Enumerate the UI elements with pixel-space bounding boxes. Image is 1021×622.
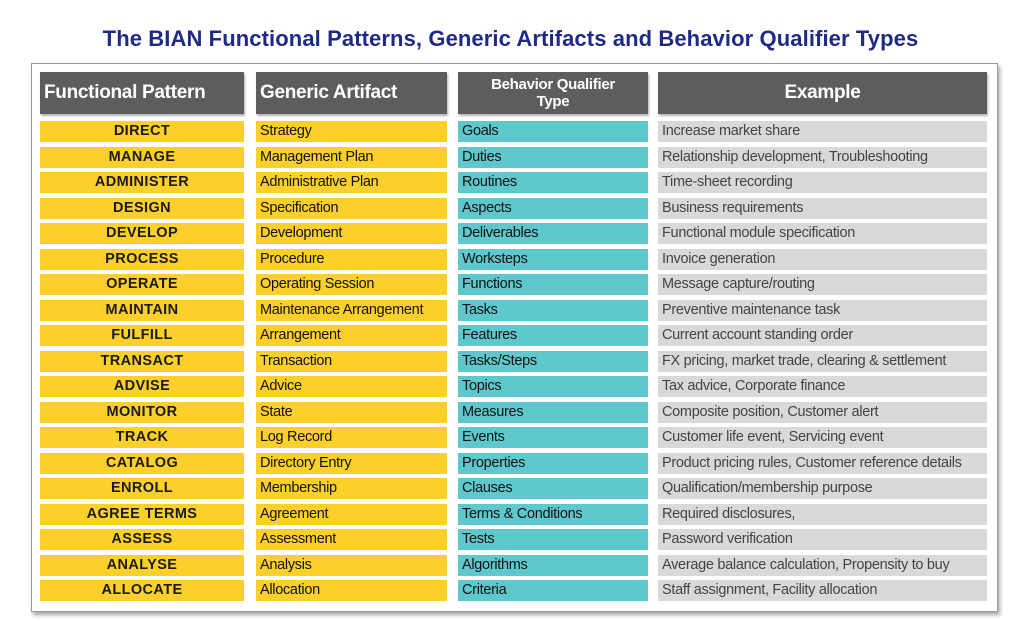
- example-cell: Message capture/routing: [658, 274, 987, 295]
- generic-artifact-cell: Administrative Plan: [256, 172, 447, 193]
- behavior-qualifier-cell: Aspects: [458, 197, 648, 219]
- functional-pattern-cell: ANALYSE: [40, 554, 244, 576]
- bian-patterns-table: Functional Pattern Generic Artifact Beha…: [31, 63, 998, 612]
- generic-artifact-cell: Directory Entry: [256, 452, 447, 474]
- example-cell: Product pricing rules, Customer referenc…: [658, 452, 987, 474]
- functional-pattern-cell: CATALOG: [40, 452, 244, 474]
- behavior-qualifier-cell: Tasks: [458, 299, 648, 321]
- behavior-qualifier-cell: Goals: [458, 121, 648, 142]
- functional-pattern-cell: MONITOR: [40, 401, 244, 423]
- functional-pattern-cell: FULFILL: [40, 325, 244, 346]
- behavior-qualifier-cell: Routines: [458, 172, 648, 193]
- example-cell: Qualification/membership purpose: [658, 478, 987, 499]
- functional-pattern-cell: TRACK: [40, 427, 244, 448]
- generic-artifact-cell: Maintenance Arrangement: [256, 299, 447, 321]
- generic-artifact-cell: Transaction: [256, 350, 447, 372]
- example-cell: Functional module specification: [658, 223, 987, 244]
- generic-artifact-cell: Strategy: [256, 121, 447, 142]
- generic-artifact-cell: Membership: [256, 478, 447, 499]
- example-cell: Password verification: [658, 529, 987, 550]
- header-generic-artifact: Generic Artifact: [256, 72, 447, 114]
- functional-pattern-cell: OPERATE: [40, 274, 244, 295]
- example-cell: Relationship development, Troubleshootin…: [658, 146, 987, 168]
- generic-artifact-cell: Arrangement: [256, 325, 447, 346]
- behavior-qualifier-cell: Measures: [458, 401, 648, 423]
- example-cell: Staff assignment, Facility allocation: [658, 580, 987, 601]
- generic-artifact-cell: Allocation: [256, 580, 447, 601]
- example-cell: Current account standing order: [658, 325, 987, 346]
- functional-pattern-cell: PROCESS: [40, 248, 244, 270]
- behavior-qualifier-cell: Tests: [458, 529, 648, 550]
- generic-artifact-cell: Operating Session: [256, 274, 447, 295]
- example-cell: FX pricing, market trade, clearing & set…: [658, 350, 987, 372]
- header-functional-pattern: Functional Pattern: [40, 72, 244, 114]
- behavior-qualifier-cell: Duties: [458, 146, 648, 168]
- behavior-qualifier-cell: Properties: [458, 452, 648, 474]
- functional-pattern-cell: ENROLL: [40, 478, 244, 499]
- example-cell: Average balance calculation, Propensity …: [658, 554, 987, 576]
- functional-pattern-cell: AGREE TERMS: [40, 503, 244, 525]
- behavior-qualifier-cell: Terms & Conditions: [458, 503, 648, 525]
- behavior-qualifier-cell: Clauses: [458, 478, 648, 499]
- functional-pattern-cell: MAINTAIN: [40, 299, 244, 321]
- functional-pattern-cell: TRANSACT: [40, 350, 244, 372]
- behavior-qualifier-cell: Features: [458, 325, 648, 346]
- behavior-qualifier-cell: Functions: [458, 274, 648, 295]
- header-behavior-qualifier-line2: Type: [536, 93, 570, 110]
- header-example: Example: [658, 72, 987, 114]
- functional-pattern-cell: ASSESS: [40, 529, 244, 550]
- generic-artifact-cell: Log Record: [256, 427, 447, 448]
- example-cell: Tax advice, Corporate finance: [658, 376, 987, 397]
- example-cell: Required disclosures,: [658, 503, 987, 525]
- example-cell: Time-sheet recording: [658, 172, 987, 193]
- behavior-qualifier-cell: Topics: [458, 376, 648, 397]
- behavior-qualifier-cell: Worksteps: [458, 248, 648, 270]
- header-behavior-qualifier-line1: Behavior Qualifier: [491, 76, 615, 93]
- example-cell: Customer life event, Servicing event: [658, 427, 987, 448]
- functional-pattern-cell: DEVELOP: [40, 223, 244, 244]
- generic-artifact-cell: Assessment: [256, 529, 447, 550]
- functional-pattern-cell: ADVISE: [40, 376, 244, 397]
- generic-artifact-cell: Specification: [256, 197, 447, 219]
- behavior-qualifier-cell: Criteria: [458, 580, 648, 601]
- generic-artifact-cell: Management Plan: [256, 146, 447, 168]
- functional-pattern-cell: DESIGN: [40, 197, 244, 219]
- functional-pattern-cell: ALLOCATE: [40, 580, 244, 601]
- behavior-qualifier-cell: Tasks/Steps: [458, 350, 648, 372]
- behavior-qualifier-cell: Deliverables: [458, 223, 648, 244]
- behavior-qualifier-cell: Algorithms: [458, 554, 648, 576]
- generic-artifact-cell: Development: [256, 223, 447, 244]
- functional-pattern-cell: MANAGE: [40, 146, 244, 168]
- generic-artifact-cell: State: [256, 401, 447, 423]
- example-cell: Invoice generation: [658, 248, 987, 270]
- page-title: The BIAN Functional Patterns, Generic Ar…: [102, 26, 919, 51]
- example-cell: Preventive maintenance task: [658, 299, 987, 321]
- generic-artifact-cell: Analysis: [256, 554, 447, 576]
- behavior-qualifier-cell: Events: [458, 427, 648, 448]
- header-behavior-qualifier-type: Behavior Qualifier Type: [458, 72, 648, 114]
- generic-artifact-cell: Advice: [256, 376, 447, 397]
- generic-artifact-cell: Procedure: [256, 248, 447, 270]
- example-cell: Business requirements: [658, 197, 987, 219]
- generic-artifact-cell: Agreement: [256, 503, 447, 525]
- example-cell: Increase market share: [658, 121, 987, 142]
- functional-pattern-cell: DIRECT: [40, 121, 244, 142]
- functional-pattern-cell: ADMINISTER: [40, 172, 244, 193]
- example-cell: Composite position, Customer alert: [658, 401, 987, 423]
